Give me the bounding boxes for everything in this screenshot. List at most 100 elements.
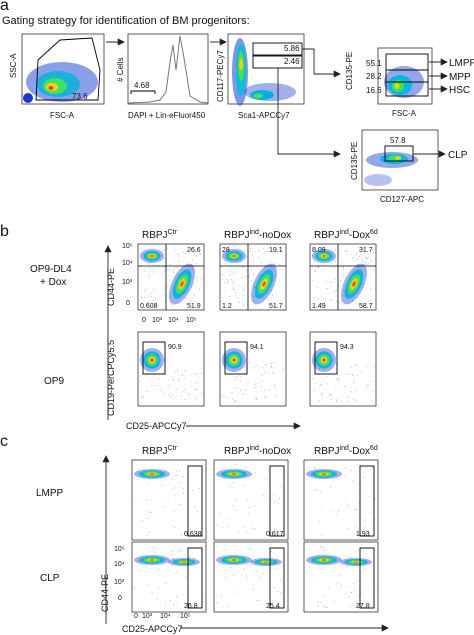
event-dot	[253, 261, 255, 263]
event-dot	[319, 368, 321, 370]
event-dot	[146, 584, 148, 586]
panel-letter-a: a	[0, 0, 9, 14]
event-dot	[146, 302, 148, 304]
svg-text:10⁴: 10⁴	[160, 613, 171, 620]
event-dot	[245, 285, 247, 287]
gate-value: 1.93	[356, 531, 370, 538]
event-dot	[183, 377, 185, 379]
event-dot	[164, 270, 166, 272]
event-dot	[169, 269, 171, 271]
event-dot	[330, 394, 332, 396]
event-dot	[361, 248, 363, 250]
event-dot	[249, 506, 251, 508]
event-dot	[321, 384, 323, 386]
event-dot	[231, 392, 233, 394]
event-dot	[146, 304, 148, 306]
event-dot	[184, 399, 186, 400]
event-dot	[141, 248, 143, 250]
event-dot	[157, 385, 159, 387]
gate-value: 25.4	[266, 603, 280, 610]
event-dot	[277, 557, 279, 559]
gate-box	[269, 465, 285, 537]
event-dot	[319, 477, 321, 479]
event-dot	[356, 252, 358, 254]
event-dot	[320, 546, 322, 548]
event-dot	[163, 293, 165, 295]
event-dot	[171, 550, 172, 552]
event-dot	[264, 389, 266, 391]
x-axis-label-cd25-c: CD25-APCCy7	[122, 624, 183, 634]
event-dot	[265, 364, 267, 366]
event-dot	[241, 276, 243, 278]
event-dot	[251, 280, 253, 282]
population-label-mpp: MPP	[449, 72, 471, 83]
event-dot	[256, 398, 258, 400]
event-dot	[317, 601, 319, 603]
density-contour	[354, 561, 358, 563]
gate-plot: 90.9	[137, 331, 205, 407]
event-dot	[178, 551, 180, 553]
event-dot	[191, 286, 193, 288]
event-dot	[340, 401, 342, 403]
event-dot	[174, 495, 176, 497]
event-dot	[171, 558, 173, 560]
event-dot	[178, 378, 179, 380]
event-dot	[194, 399, 196, 401]
column-header: RBPJind-noDox	[224, 445, 291, 457]
event-dot	[165, 469, 167, 471]
event-dot	[234, 271, 236, 273]
event-dot	[334, 386, 336, 387]
gate-value: 90.9	[168, 344, 182, 351]
event-dot	[371, 380, 373, 382]
event-dot	[273, 361, 275, 363]
event-dot	[219, 512, 221, 514]
event-dot	[194, 373, 196, 374]
event-dot	[180, 534, 182, 536]
event-dot	[172, 488, 174, 490]
quadrant-value-lr: 58.7	[359, 303, 373, 310]
event-dot	[252, 561, 254, 562]
event-dot	[279, 578, 281, 580]
event-dot	[334, 260, 336, 262]
event-dot	[236, 545, 238, 547]
event-dot	[200, 279, 202, 281]
event-dot	[180, 395, 182, 397]
event-dot	[135, 500, 137, 502]
event-dot	[306, 570, 307, 572]
event-dot	[248, 276, 250, 278]
event-dot	[144, 290, 146, 292]
x-axis-label: FSC-A	[50, 111, 75, 120]
event-dot	[366, 256, 368, 258]
x-axis-label: CD127-APC	[380, 195, 424, 204]
gate-hsc	[385, 81, 429, 97]
event-dot	[195, 255, 197, 257]
event-dot	[356, 389, 358, 391]
event-dot	[248, 362, 250, 364]
event-dot	[272, 253, 274, 254]
event-dot	[352, 300, 353, 302]
event-dot	[365, 519, 367, 521]
event-dot	[261, 375, 263, 377]
event-dot	[279, 486, 281, 488]
event-dot	[371, 260, 373, 262]
event-dot	[331, 263, 333, 265]
column-header: RBPJCtr	[142, 445, 178, 457]
event-dot	[231, 555, 233, 557]
event-dot	[146, 534, 148, 536]
event-dot	[369, 495, 371, 497]
event-dot	[232, 482, 234, 484]
event-dot	[199, 253, 201, 255]
event-dot	[232, 505, 234, 507]
quadrant-value-ur: 31.7	[359, 247, 373, 254]
gate-value: 2.46	[284, 57, 300, 66]
event-dot	[233, 401, 235, 403]
event-dot	[230, 486, 232, 487]
event-dot	[216, 545, 218, 547]
gate-plot: 94.1	[219, 331, 287, 407]
event-dot	[254, 529, 256, 531]
density-contour	[180, 281, 184, 287]
event-dot	[164, 295, 166, 297]
event-dot	[150, 261, 152, 263]
panel-c-row1-plots: 0.638 0.617 1.93	[131, 459, 379, 541]
